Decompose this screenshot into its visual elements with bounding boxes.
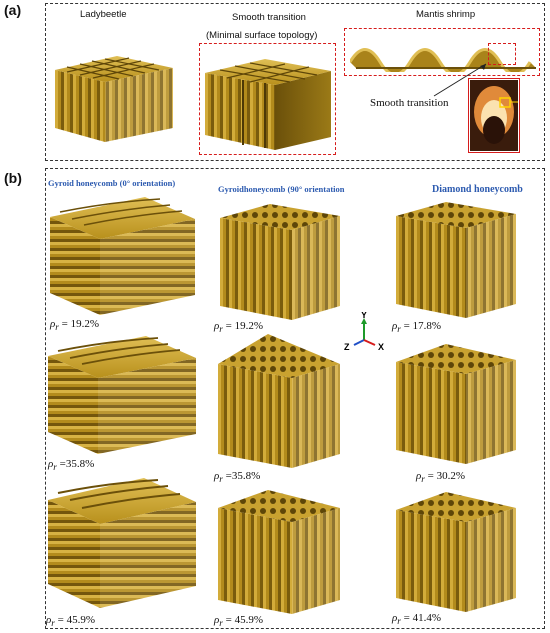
density-gyroid-0-1: ρr = 19.2% <box>50 318 99 333</box>
gyroid-90-cube-1 <box>220 204 340 320</box>
axes-triad: Y Z X <box>344 312 384 352</box>
axis-y-label: Y <box>361 312 367 320</box>
smooth-transition-title: Smooth transition <box>232 12 306 23</box>
panel-a-frame <box>45 3 545 161</box>
gyroid-90-cube-3 <box>218 490 340 614</box>
panel-b-frame <box>45 168 545 629</box>
mantis-shrimp-title: Mantis shrimp <box>416 9 476 20</box>
minimal-surface-label: (Minimal surface topology) <box>206 30 318 41</box>
gyroid-0-cube-3 <box>48 478 196 608</box>
density-gyroid-90-2: ρr =35.8% <box>214 470 261 485</box>
smooth-transition-arrow <box>433 63 487 97</box>
smooth-transition-text: Smooth transition <box>370 97 449 109</box>
axis-x-label: X <box>378 342 384 352</box>
mantis-wave-box <box>344 28 540 76</box>
density-gyroid-90-1: ρr = 19.2% <box>214 320 263 335</box>
mantis-photo-box <box>468 78 520 153</box>
column-title-gyroid-90: Gyroidhoneycomb (90° orientation <box>218 184 345 194</box>
panel-a-label: (a) <box>4 2 22 18</box>
diamond-cube-2 <box>396 344 516 464</box>
minimal-surface-figure <box>205 59 331 150</box>
density-gyroid-90-3: ρr = 45.9% <box>214 614 263 629</box>
ladybeetle-honeycomb-figure <box>55 56 173 142</box>
density-gyroid-0-3: ρr = 45.9% <box>46 614 95 629</box>
density-diamond-3: ρr = 41.4% <box>392 612 441 627</box>
diamond-cube-3 <box>396 492 516 612</box>
panel-b-label: (b) <box>4 170 22 186</box>
ladybeetle-title: Ladybeetle <box>80 9 127 20</box>
density-diamond-2: ρr = 30.2% <box>416 470 465 485</box>
gyroid-0-cube-1 <box>50 197 195 315</box>
density-gyroid-0-2: ρr =35.8% <box>48 458 95 473</box>
column-title-gyroid-0: Gyroid honeycomb (0° orientation) <box>48 178 176 188</box>
density-diamond-1: ρr = 17.8% <box>392 320 441 335</box>
gyroid-0-cube-2 <box>48 336 196 454</box>
column-title-diamond: Diamond honeycomb <box>432 184 523 195</box>
gyroid-90-cube-2 <box>218 334 340 468</box>
mantis-photo <box>470 80 518 151</box>
mantis-wave-figure <box>350 48 536 72</box>
mantis-zoom-box <box>488 43 516 65</box>
diamond-cube-1 <box>396 202 516 318</box>
smooth-transition-box <box>199 43 336 155</box>
axis-z-label: Z <box>344 342 350 352</box>
